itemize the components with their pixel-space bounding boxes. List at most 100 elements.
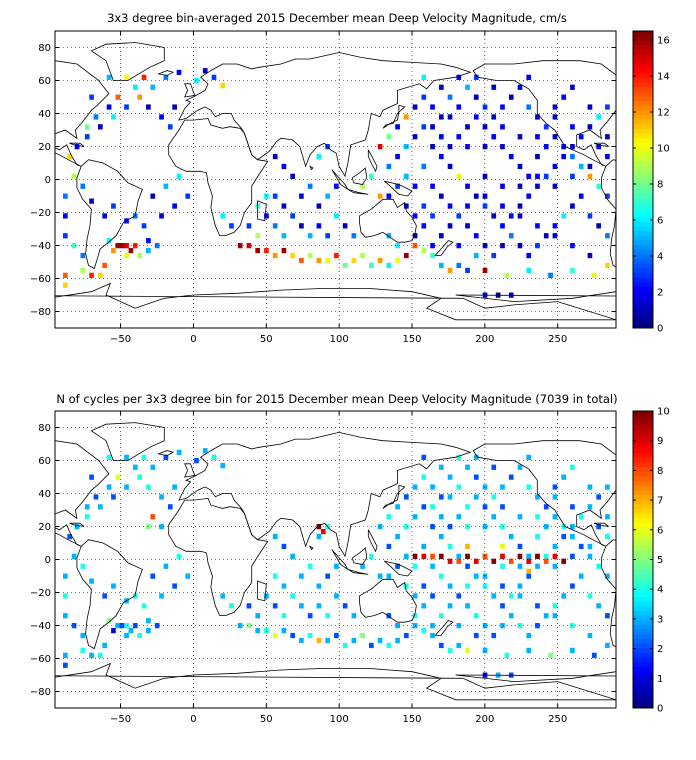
colorbar-swatch xyxy=(633,202,653,208)
heatmap-cell xyxy=(535,563,540,569)
colorbar-swatch xyxy=(633,137,653,143)
heatmap-cell xyxy=(456,514,462,520)
heatmap-cell xyxy=(89,94,94,100)
x-tick-label: −50 xyxy=(110,334,131,345)
colorbar-tick-label: 7 xyxy=(657,496,663,507)
heatmap-cell xyxy=(535,223,540,229)
heatmap-cell xyxy=(456,623,462,629)
heatmap-cell xyxy=(587,124,593,130)
heatmap-cell xyxy=(67,153,73,160)
heatmap-cell xyxy=(334,183,339,189)
heatmap-cell xyxy=(63,213,68,219)
coastline xyxy=(257,200,267,222)
heatmap-cell xyxy=(154,623,160,629)
heatmap-cell xyxy=(89,198,94,204)
heatmap-cell xyxy=(412,134,418,140)
heatmap-cell xyxy=(132,464,138,470)
colorbar-swatch xyxy=(633,44,653,51)
heatmap-cell xyxy=(543,613,549,619)
heatmap-cell xyxy=(508,153,514,160)
heatmap-cell xyxy=(150,84,156,90)
heatmap-cell xyxy=(316,603,322,609)
colorbar-tick-label: 5 xyxy=(657,555,663,566)
heatmap-cell xyxy=(508,213,514,219)
colorbar-swatch xyxy=(633,564,653,570)
colorbar-swatch xyxy=(633,133,653,139)
colorbar-swatch xyxy=(633,263,653,269)
y-tick-label: 20 xyxy=(38,522,51,533)
heatmap-cell xyxy=(517,593,523,599)
coastline xyxy=(55,60,110,167)
heatmap-cell xyxy=(421,74,427,80)
heatmap-cell xyxy=(587,632,593,639)
heatmap-cell xyxy=(548,652,553,658)
colorbar-swatch xyxy=(633,643,653,649)
heatmap-cell xyxy=(351,233,357,239)
colorbar-swatch xyxy=(633,105,653,111)
heatmap-cell xyxy=(74,524,80,530)
heatmap-cell xyxy=(403,252,409,259)
heatmap-cell xyxy=(290,632,295,639)
colorbar-tick-label: 1 xyxy=(657,674,663,685)
colorbar-swatch xyxy=(633,95,653,102)
heatmap-cell xyxy=(281,203,287,209)
colorbar-tick-label: 16 xyxy=(657,36,670,47)
colorbar-swatch xyxy=(633,647,653,653)
colorbar-swatch xyxy=(633,221,653,227)
heatmap-cell xyxy=(430,524,435,530)
heatmap-cell xyxy=(482,583,488,589)
axis-ticks: −50 0 50 100 150 200 250 −80 −60 −40 −20 0 20 40 60 80 xyxy=(30,411,616,725)
heatmap-cell xyxy=(548,272,553,278)
coastline xyxy=(90,42,165,81)
heatmap-cell xyxy=(342,642,348,649)
coastline xyxy=(359,578,417,623)
heatmap-cell xyxy=(93,494,99,500)
heatmap-cell xyxy=(517,163,523,170)
heatmap-cell xyxy=(403,524,409,530)
heatmap-cell xyxy=(535,553,540,559)
heatmap-cell xyxy=(63,272,68,278)
heatmap-cell xyxy=(552,603,558,609)
colorbar-swatch xyxy=(633,619,653,625)
grid-lines xyxy=(55,31,616,328)
heatmap-cell xyxy=(403,173,409,179)
heatmap-cell xyxy=(386,613,392,619)
heatmap-cell xyxy=(281,627,287,634)
colorbar-swatch xyxy=(633,179,653,185)
heatmap-cell xyxy=(272,533,278,540)
heatmap-cell xyxy=(63,282,68,288)
heatmap-cell xyxy=(500,623,505,629)
heatmap-cell xyxy=(543,144,549,150)
colorbar-swatch xyxy=(633,290,653,297)
heatmap-cell xyxy=(325,233,330,239)
coastline xyxy=(157,70,175,76)
heatmap-cell xyxy=(570,647,575,654)
heatmap-cell xyxy=(587,484,593,490)
heatmap-cell xyxy=(535,183,540,189)
heatmap-cell xyxy=(517,213,523,219)
colorbar-swatch xyxy=(633,225,653,232)
colorbar-swatch xyxy=(633,170,653,176)
heatmap-cell xyxy=(124,623,129,629)
heatmap-cell xyxy=(334,563,339,569)
heatmap-cell xyxy=(316,524,322,530)
heatmap-cell xyxy=(421,94,427,100)
colorbar-swatch xyxy=(633,480,653,486)
heatmap-cell xyxy=(500,484,505,490)
heatmap-cell xyxy=(281,543,287,550)
heatmap-cell xyxy=(115,623,121,629)
heatmap-cell xyxy=(430,104,435,110)
colorbar-swatch xyxy=(633,40,653,46)
heatmap-cell xyxy=(438,533,444,540)
colorbar-swatch xyxy=(633,235,653,241)
heatmap-cell xyxy=(386,193,392,199)
heatmap-cell xyxy=(307,563,313,569)
coastline xyxy=(76,539,143,650)
coastline xyxy=(168,497,269,616)
colorbar-swatch xyxy=(633,652,653,658)
heatmap-cell xyxy=(377,573,383,579)
heatmap-cell xyxy=(535,533,540,540)
heatmap-cell xyxy=(456,262,462,269)
colorbar-tick-label: 6 xyxy=(657,216,663,227)
colorbar-swatch xyxy=(633,522,653,528)
